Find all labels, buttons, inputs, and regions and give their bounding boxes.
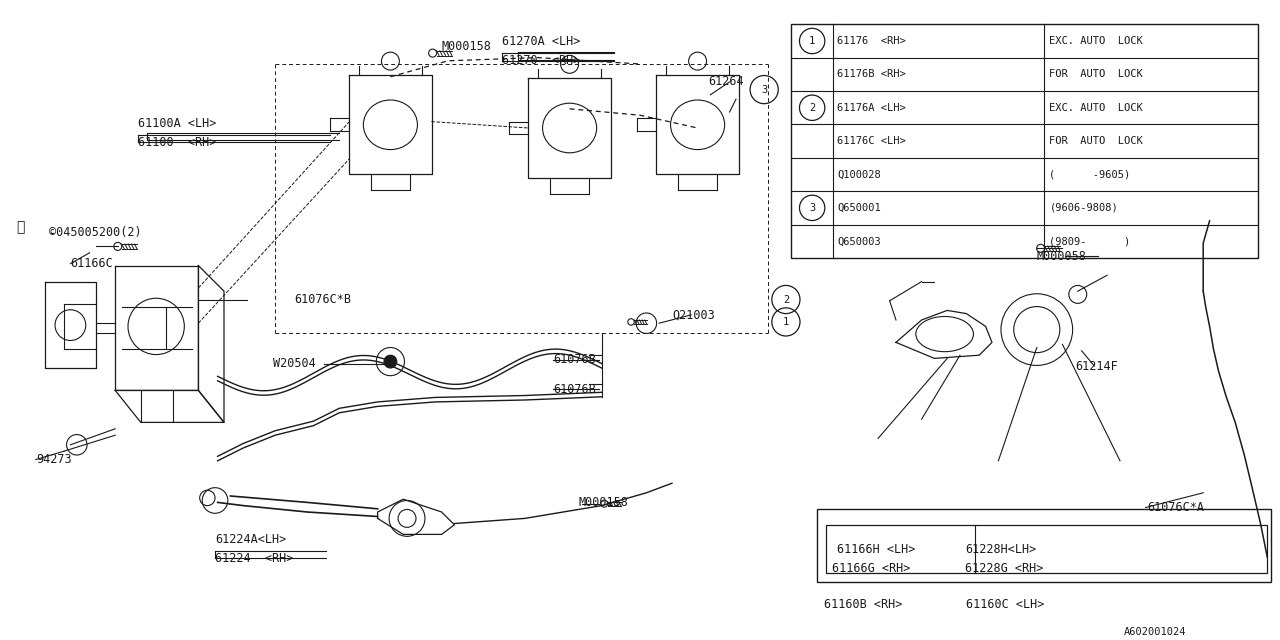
Text: (9606-9808): (9606-9808)	[1050, 203, 1119, 213]
Text: 61076B: 61076B	[553, 383, 595, 396]
Text: 61270A <LH>: 61270A <LH>	[502, 35, 580, 48]
Text: 61214F: 61214F	[1075, 360, 1117, 372]
Text: EXC. AUTO  LOCK: EXC. AUTO LOCK	[1050, 103, 1143, 113]
Text: 61100A <LH>: 61100A <LH>	[138, 117, 216, 130]
Text: 61076C*B: 61076C*B	[294, 293, 352, 306]
Text: (9809-      ): (9809- )	[1050, 236, 1130, 246]
Text: 3: 3	[809, 203, 815, 213]
Text: 94273: 94273	[36, 453, 72, 466]
Text: 2: 2	[783, 294, 788, 305]
Text: Ⓢ: Ⓢ	[15, 220, 24, 234]
Text: 2: 2	[809, 103, 815, 113]
Text: Q650003: Q650003	[837, 236, 881, 246]
Text: 1: 1	[809, 36, 815, 46]
Text: ©045005200(2): ©045005200(2)	[49, 226, 141, 239]
Text: 61160B <RH>: 61160B <RH>	[824, 598, 902, 611]
Text: 61176  <RH>: 61176 <RH>	[837, 36, 906, 46]
Text: 61270  <RH>: 61270 <RH>	[502, 54, 580, 67]
Text: A602001024: A602001024	[1124, 627, 1187, 637]
Text: 61166H <LH>: 61166H <LH>	[837, 543, 915, 556]
Text: M000058: M000058	[1037, 250, 1087, 262]
Circle shape	[384, 355, 397, 368]
Text: 3: 3	[762, 84, 767, 95]
Text: M000158: M000158	[579, 496, 628, 509]
Text: 61166C: 61166C	[70, 257, 113, 270]
Text: 61160C <LH>: 61160C <LH>	[966, 598, 1044, 611]
Text: W20504: W20504	[273, 357, 315, 370]
Text: 61224A<LH>: 61224A<LH>	[215, 533, 287, 546]
Text: 61228H<LH>: 61228H<LH>	[965, 543, 1037, 556]
Text: 61228G <RH>: 61228G <RH>	[965, 562, 1043, 575]
Text: 61176C <LH>: 61176C <LH>	[837, 136, 906, 146]
Text: 61224  <RH>: 61224 <RH>	[215, 552, 293, 564]
Text: EXC. AUTO  LOCK: EXC. AUTO LOCK	[1050, 36, 1143, 46]
Text: 61176A <LH>: 61176A <LH>	[837, 103, 906, 113]
Text: Q21003: Q21003	[672, 308, 714, 321]
Text: 61100  <RH>: 61100 <RH>	[138, 136, 216, 148]
Text: Q650001: Q650001	[837, 203, 881, 213]
Text: M000158: M000158	[442, 40, 492, 53]
Text: 61176B <RH>: 61176B <RH>	[837, 69, 906, 79]
Text: 1: 1	[783, 317, 788, 327]
Text: (      -9605): ( -9605)	[1050, 170, 1130, 179]
Text: 61076B: 61076B	[553, 353, 595, 366]
Text: FOR  AUTO  LOCK: FOR AUTO LOCK	[1050, 69, 1143, 79]
Text: 61264: 61264	[708, 76, 744, 88]
Text: 61166G <RH>: 61166G <RH>	[832, 562, 910, 575]
Text: FOR  AUTO  LOCK: FOR AUTO LOCK	[1050, 136, 1143, 146]
Text: Q100028: Q100028	[837, 170, 881, 179]
Text: 61076C*A: 61076C*A	[1147, 501, 1204, 514]
